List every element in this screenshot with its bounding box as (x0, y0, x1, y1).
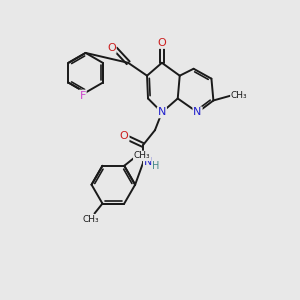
Text: O: O (107, 43, 116, 53)
Text: N: N (144, 157, 152, 167)
Text: N: N (194, 107, 202, 117)
Text: H: H (152, 161, 160, 171)
Text: CH₃: CH₃ (82, 215, 99, 224)
Text: CH₃: CH₃ (231, 91, 247, 100)
Text: CH₃: CH₃ (134, 152, 150, 160)
Text: O: O (158, 38, 166, 48)
Text: O: O (120, 131, 129, 141)
Text: F: F (80, 91, 86, 100)
Text: N: N (158, 107, 166, 117)
